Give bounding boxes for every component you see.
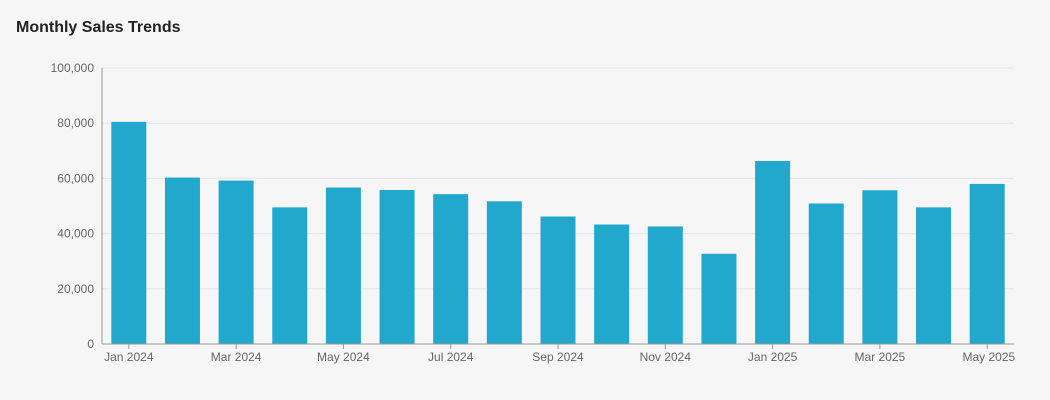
chart-title: Monthly Sales Trends: [16, 19, 181, 36]
bar[interactable]: [701, 253, 737, 344]
y-tick-label: 0: [87, 337, 94, 351]
x-tick-label: Jul 2024: [428, 350, 474, 364]
x-tick-label: Mar 2025: [855, 350, 906, 364]
bar[interactable]: [540, 216, 576, 344]
x-tick-label: Sep 2024: [532, 350, 584, 364]
x-tick-label: Nov 2024: [640, 350, 692, 364]
bar[interactable]: [969, 183, 1005, 344]
y-tick-label: 40,000: [57, 227, 94, 241]
y-tick-label: 100,000: [51, 61, 95, 75]
axes: [101, 68, 1014, 349]
bar[interactable]: [218, 180, 254, 344]
bar[interactable]: [486, 201, 522, 344]
bar[interactable]: [808, 203, 844, 344]
bar[interactable]: [433, 194, 469, 344]
bar[interactable]: [164, 177, 200, 344]
bar[interactable]: [862, 190, 898, 344]
x-tick-label: Jan 2024: [104, 350, 154, 364]
y-tick-label: 80,000: [57, 116, 94, 130]
tick-labels: 0 20,000 40,000 60,000 80,000 100,000 Jan 2024…: [51, 61, 1016, 364]
bar[interactable]: [755, 161, 791, 344]
y-tick-label: 20,000: [57, 282, 94, 296]
bar[interactable]: [916, 207, 952, 344]
bars: [111, 121, 1005, 344]
y-tick-label: 60,000: [57, 171, 94, 185]
x-tick-label: Mar 2024: [211, 350, 262, 364]
bar[interactable]: [379, 189, 415, 344]
x-tick-label: May 2025: [962, 350, 1015, 364]
bar[interactable]: [647, 226, 683, 344]
bar[interactable]: [272, 207, 308, 344]
bar[interactable]: [594, 224, 630, 344]
bar[interactable]: [325, 187, 361, 344]
bar[interactable]: [111, 121, 147, 344]
x-tick-label: May 2024: [317, 350, 370, 364]
x-tick-label: Jan 2025: [748, 350, 798, 364]
